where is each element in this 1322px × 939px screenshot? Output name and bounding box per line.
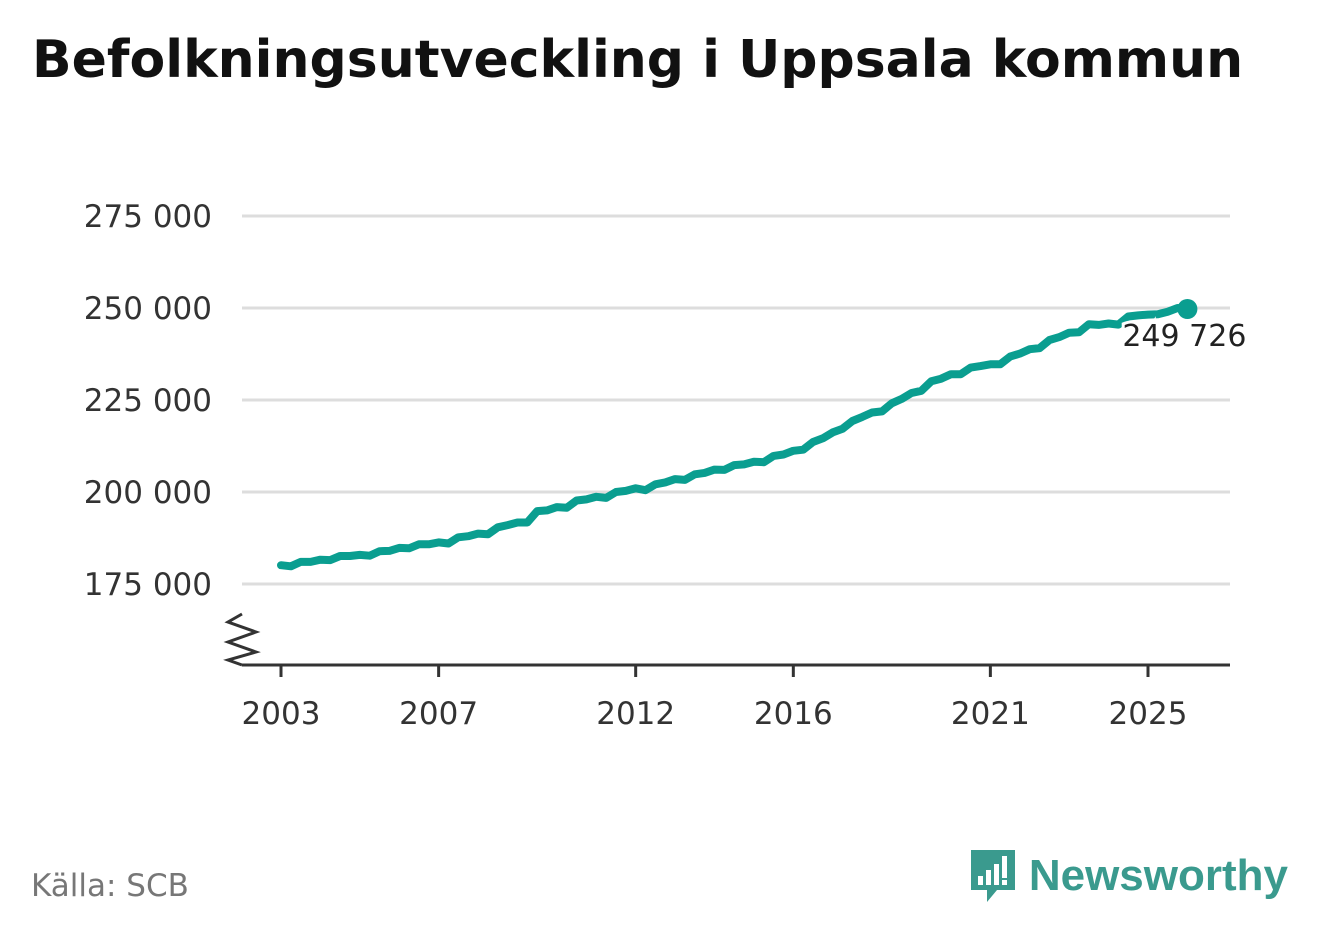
series-line-0 [277,304,1192,571]
x-tick-label: 2021 [951,696,1030,732]
last-value-label: 249 726 [1122,319,1246,354]
x-tick-label: 2025 [1109,696,1188,732]
axis-break-icon [223,612,261,667]
series-layer [277,299,1198,571]
x-tick-label: 2007 [399,696,478,732]
x-tick-label: 2012 [596,696,675,732]
brand-name: Newsworthy [1028,851,1288,900]
grid-lines [242,214,1230,586]
last-data-point [1177,299,1198,320]
x-axis: 2003 2007 2012 2016 2021 2025 [223,612,1230,732]
y-tick-label: 175 000 [84,567,212,603]
y-tick-label: 225 000 [84,383,212,419]
newsworthy-logo-icon [970,850,1015,902]
y-tick-label: 250 000 [84,291,212,327]
y-tick-label: 275 000 [84,199,212,235]
x-tick-label: 2016 [754,696,833,732]
x-tick-label: 2003 [242,696,321,732]
chart-title: Befolkningsutveckling i Uppsala kommun [32,30,1244,90]
source-note: Källa: SCB [31,868,189,904]
y-axis-ticks: 175 000 200 000 225 000 250 000 275 000 [84,199,212,603]
data-labels: 249 726 [1119,316,1249,357]
brand-logo: Newsworthy [967,846,1288,906]
y-tick-label: 200 000 [84,475,212,511]
